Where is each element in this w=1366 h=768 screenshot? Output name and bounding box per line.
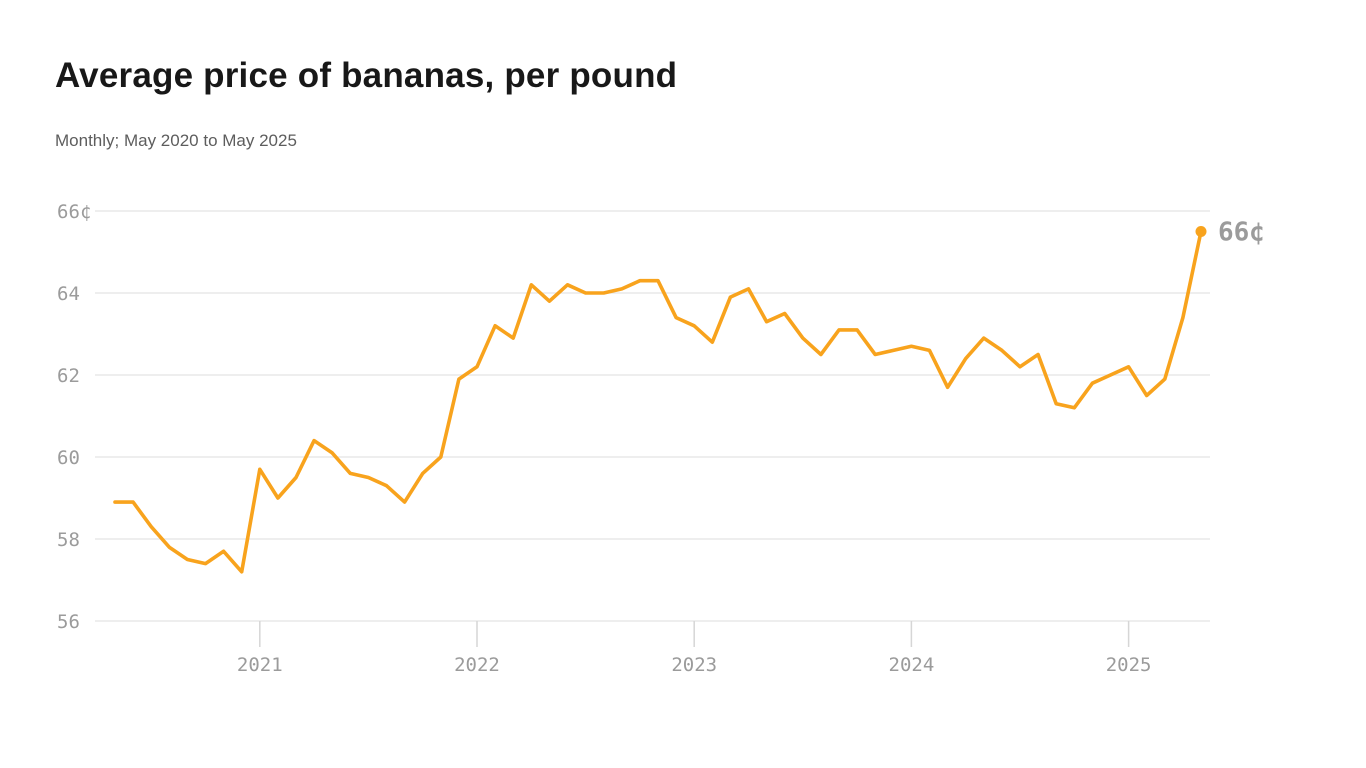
page-title: Average price of bananas, per pound bbox=[55, 56, 678, 95]
y-tick-label: 64 bbox=[57, 283, 80, 305]
end-point-label: 66¢ bbox=[1218, 218, 1265, 248]
x-tick-label: 2021 bbox=[237, 654, 283, 676]
x-tick-label: 2024 bbox=[889, 654, 935, 676]
y-tick-label: 62 bbox=[57, 365, 80, 387]
x-tick-label: 2023 bbox=[671, 654, 717, 676]
y-tick-label: 58 bbox=[57, 529, 80, 551]
end-point-marker bbox=[1195, 226, 1207, 237]
y-axis-labels: 56 58 60 62 64 66¢ bbox=[57, 201, 91, 633]
page-subtitle: Monthly; May 2020 to May 2025 bbox=[55, 131, 297, 150]
series-layer bbox=[113, 226, 1207, 574]
annotation-layer: 66¢ bbox=[1218, 218, 1265, 248]
y-tick-label: 60 bbox=[57, 447, 80, 469]
gridlines bbox=[95, 210, 1210, 622]
x-tick-label: 2025 bbox=[1106, 654, 1152, 676]
price-line bbox=[113, 229, 1203, 574]
x-axis: 2021 2022 2023 2024 2025 bbox=[237, 621, 1152, 676]
y-tick-label: 56 bbox=[57, 611, 80, 633]
y-tick-label: 66¢ bbox=[57, 201, 91, 223]
x-tick-label: 2022 bbox=[454, 654, 500, 676]
